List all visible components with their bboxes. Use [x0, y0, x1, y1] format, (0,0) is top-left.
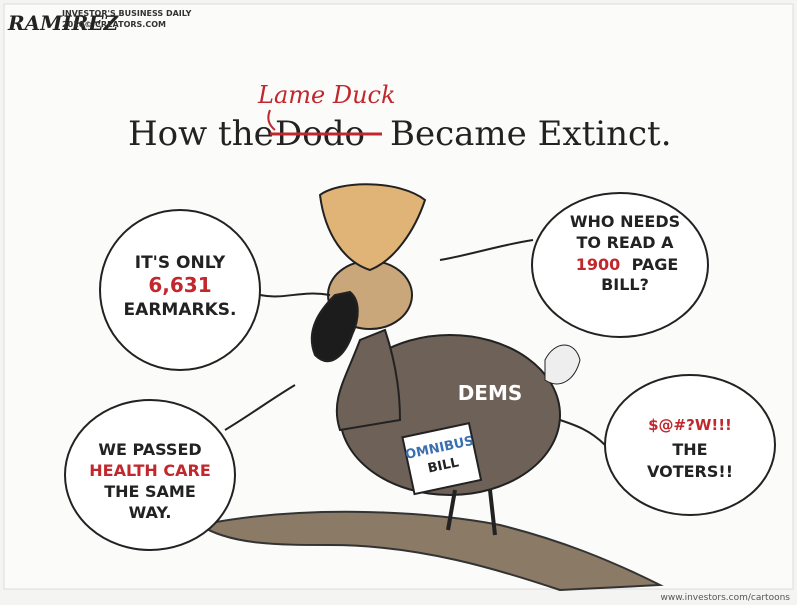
sign-line: BILL — [426, 455, 460, 476]
bubble-tail — [439, 239, 534, 261]
signature: RAMIREZ — [7, 11, 119, 35]
bubble-text: PAGE — [632, 255, 679, 274]
speech-bubble — [531, 192, 709, 338]
bubble-tail — [259, 292, 331, 298]
caret — [267, 109, 276, 131]
body-label: DEMS — [458, 381, 523, 405]
title-prefix: How the — [128, 114, 274, 154]
bubble-text: THE — [672, 440, 707, 459]
bubble-text: 6,631 — [148, 273, 211, 297]
bubble-text: BILL? — [601, 275, 649, 294]
copyright: 2010© CREATORS.COM — [62, 20, 166, 29]
bubble-text: WE PASSED — [98, 440, 201, 459]
bubble-text: 1900 — [576, 255, 621, 274]
sign: OMNIBUS BILL — [401, 421, 483, 496]
bubble-tail — [559, 419, 606, 446]
bubble-text: HEALTH CARE — [89, 461, 211, 480]
bubble-text: THE SAME — [104, 482, 196, 501]
bubble-text: TO READ A — [577, 233, 675, 252]
hair — [318, 183, 427, 272]
beak — [310, 290, 359, 363]
dodo-neck — [335, 328, 402, 432]
bubble-text: VOTERS!! — [647, 462, 733, 481]
bubble-tail — [224, 384, 296, 431]
title-correction: Lame Duck — [257, 81, 396, 109]
footer-url: www.investors.com/cartoons — [660, 593, 790, 603]
tail — [544, 344, 581, 385]
leg — [488, 489, 497, 536]
bubble-text: EARMARKS. — [124, 300, 237, 320]
bubble-text: WHO NEEDS — [570, 212, 680, 231]
leg — [446, 489, 457, 531]
speech-bubble — [64, 399, 236, 551]
branch — [197, 510, 664, 592]
sign-card — [401, 421, 483, 496]
publisher: INVESTOR'S BUSINESS DAILY — [62, 9, 192, 18]
speech-bubble — [99, 209, 261, 371]
bubble-text: $@#?W!!! — [648, 416, 732, 434]
bubble-text: WAY. — [129, 503, 172, 522]
title-suffix: Became Extinct. — [390, 114, 672, 154]
bubble-text: IT'S ONLY — [135, 253, 226, 273]
